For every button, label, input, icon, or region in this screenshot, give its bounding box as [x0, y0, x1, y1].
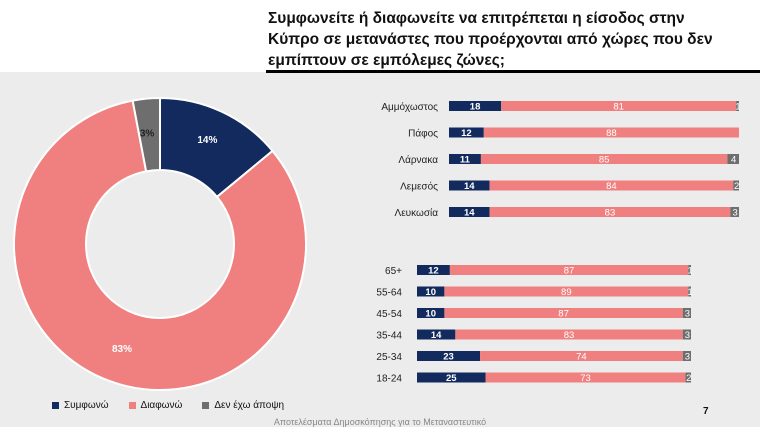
bar-value-label: 87 [558, 309, 569, 320]
legend-item-no-opinion: Δεν έχω άποψη [202, 400, 284, 411]
bar-segment [688, 265, 691, 275]
bar-segment [417, 286, 445, 297]
bar-category-label: 55-64 [376, 288, 402, 299]
bar-segment [730, 207, 739, 217]
legend-item-disagree: Διαφωνώ [128, 400, 183, 411]
bar-value-label: 2 [686, 373, 691, 384]
legend-label-disagree: Διαφωνώ [140, 400, 183, 411]
bar-segment [480, 351, 683, 361]
bar-value-label: 2 [734, 181, 739, 192]
bar-value-label: 88 [606, 128, 617, 139]
bar-value-label: 81 [613, 102, 624, 113]
page-number: 7 [703, 406, 709, 417]
legend-swatch-no-opinion [202, 402, 210, 409]
bar-value-label: 4 [731, 155, 736, 166]
bar-value-label: 1 [735, 102, 740, 113]
bar-segment [449, 101, 502, 111]
bar-value-label: 14 [464, 208, 475, 219]
bar-category-label: Πάφος [408, 128, 438, 140]
legend-swatch-agree [52, 402, 59, 409]
donut-label-no-opinion: 3% [140, 129, 155, 140]
bar-value-label: 12 [428, 266, 439, 277]
bar-segment [417, 308, 445, 318]
bar-segment [449, 127, 484, 138]
bar-value-label: 1 [687, 287, 692, 298]
bar-category-label: Λάρνακα [398, 154, 438, 166]
bar-value-label: 3 [685, 330, 690, 341]
legend-label-agree: Συμφωνώ [64, 400, 109, 411]
bar-segment [444, 308, 683, 318]
bar-segment [455, 329, 683, 340]
donut-label-agree: 14% [197, 135, 217, 146]
bar-value-label: 84 [606, 181, 617, 192]
bar-value-label: 10 [425, 309, 436, 320]
bar-segment [417, 265, 450, 275]
bar-segment [449, 154, 481, 164]
donut-chart: 14% 83% 3% [13, 96, 307, 391]
bar-value-label: 23 [443, 352, 454, 363]
bar-category-label: Λεμεσός [400, 181, 438, 193]
bar-value-label: 74 [576, 352, 587, 363]
bar-category-label: 35-44 [376, 331, 402, 342]
bar-segment [501, 101, 737, 111]
bar-category-label: Λευκωσία [395, 207, 439, 219]
bar-segment [444, 286, 689, 297]
bar-value-label: 3 [685, 352, 690, 363]
title-underline [266, 70, 760, 73]
bar-value-label: 3 [685, 309, 690, 320]
bar-value-label: 18 [470, 102, 481, 113]
bar-category-label: 45-54 [376, 309, 402, 320]
bar-segment [685, 372, 691, 383]
title-background [0, 0, 760, 72]
bar-segment [449, 207, 490, 217]
bar-segment [682, 329, 691, 340]
bar-value-label: 14 [464, 181, 475, 192]
bar-value-label: 85 [599, 155, 610, 166]
bar-segment [682, 351, 691, 361]
bar-segment [483, 127, 739, 138]
bar-segment [480, 154, 728, 164]
bar-value-label: 14 [431, 330, 442, 341]
bar-segment [489, 180, 734, 191]
bar-segment [417, 351, 481, 361]
bar-value-label: 11 [460, 155, 471, 166]
footer-text: Αποτελέσματα Δημοσκόπησης για το Μετανασ… [273, 417, 487, 427]
bar-segment [688, 286, 691, 297]
donut-slice-disagree [13, 99, 307, 391]
bar-segment [449, 180, 490, 191]
bar-segment [417, 372, 486, 383]
bar-segment [485, 372, 686, 383]
bar-segment [489, 207, 731, 217]
legend-swatch-disagree [128, 402, 136, 409]
bar-segment [417, 329, 456, 340]
bar-value-label: 89 [561, 287, 572, 298]
bar-segment [733, 180, 739, 191]
chart-title: Συμφωνείτε ή διαφωνείτε να επιτρέπεται η… [268, 10, 713, 69]
bar-value-label: 3 [733, 208, 738, 219]
legend-label-no-opinion: Δεν έχω άποψη [214, 400, 285, 411]
bar-segment [682, 308, 691, 318]
bar-value-label: 73 [580, 373, 591, 384]
bar-segment [736, 101, 739, 111]
bar-segment [727, 154, 739, 164]
bar-value-label: 10 [425, 287, 436, 298]
bar-value-label: 87 [564, 266, 575, 277]
bar-category-label: 25-34 [376, 352, 402, 363]
donut-label-disagree: 83% [112, 344, 132, 355]
legend: Συμφωνώ Διαφωνώ Δεν έχω άποψη [52, 400, 284, 411]
bar-category-label: Αμμόχωστος [381, 101, 438, 113]
bar-value-label: 83 [605, 208, 616, 219]
bar-value-label: 12 [461, 128, 472, 139]
bar-value-label: 1 [687, 266, 692, 277]
bar-value-label: 83 [564, 330, 575, 341]
legend-item-agree: Συμφωνώ [52, 400, 109, 411]
bar-category-label: 18-24 [376, 374, 402, 385]
bar-category-label: 65+ [385, 266, 402, 277]
bar-value-label: 25 [446, 373, 457, 384]
donut-slice-no-opinion [131, 96, 161, 173]
bar-segment [449, 265, 689, 275]
